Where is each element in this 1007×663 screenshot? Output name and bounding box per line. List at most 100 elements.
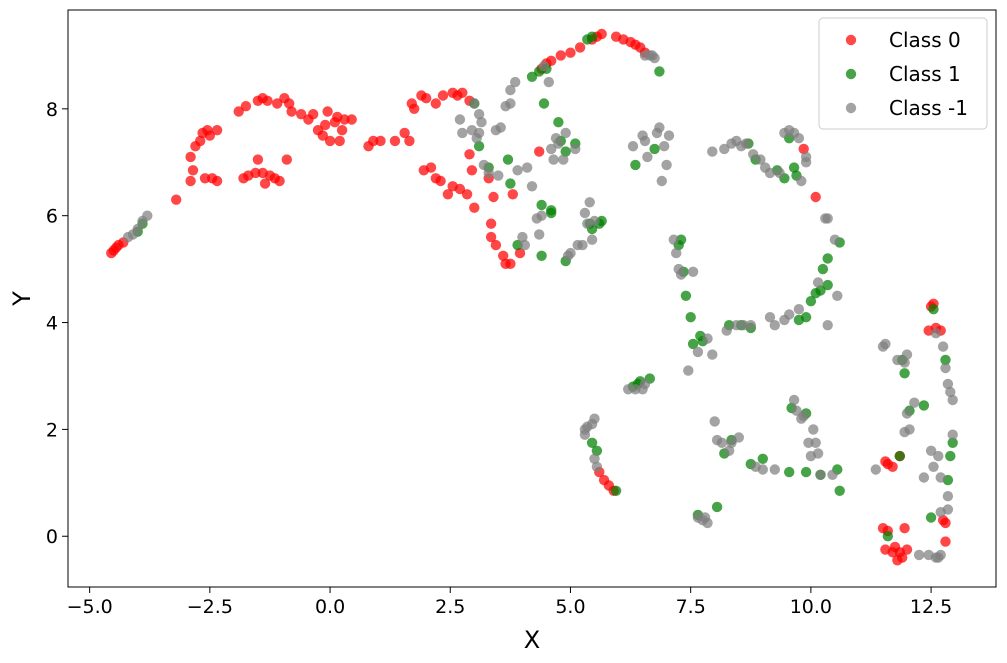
legend-label: Class 1 [889, 62, 961, 86]
scatter-point-series-2 [473, 127, 485, 139]
scatter-point-series-0 [324, 135, 336, 147]
scatter-point-series-1 [805, 296, 817, 307]
scatter-point-series-2 [812, 277, 824, 288]
scatter-point-series-0 [259, 178, 271, 189]
scatter-point-series-1 [687, 338, 699, 350]
scatter-point-series-0 [211, 125, 223, 136]
scatter-point-series-0 [430, 98, 441, 109]
scatter-point-series-2 [707, 146, 718, 157]
scatter-point-series-2 [591, 461, 603, 472]
scatter-point-series-2 [719, 143, 730, 155]
scatter-point-series-1 [899, 368, 910, 379]
scatter-point-series-2 [589, 453, 600, 464]
scatter-point-series-2 [925, 445, 937, 456]
scatter-point-series-0 [199, 173, 211, 184]
scatter-point-series-2 [928, 461, 939, 472]
scatter-point-series-2 [942, 378, 954, 390]
scatter-point-series-2 [769, 464, 780, 475]
scatter-point-series-2 [570, 143, 581, 155]
scatter-point-series-2 [755, 154, 766, 165]
scatter-point-series-1 [586, 437, 598, 448]
scatter-point-series-1 [536, 250, 547, 261]
scatter-point-series-2 [538, 60, 550, 72]
legend-label: Class 0 [889, 28, 961, 52]
plot-frame [67, 9, 997, 588]
scatter-point-series-0 [195, 135, 206, 147]
scatter-point-series-2 [769, 320, 780, 331]
scatter-point-series-2 [726, 437, 737, 448]
scatter-point-series-0 [435, 175, 446, 187]
scatter-point-series-2 [808, 424, 819, 435]
scatter-point-series-1 [473, 141, 485, 152]
scatter-point-series-2 [913, 549, 925, 561]
scatter-point-series-2 [687, 266, 699, 277]
scatter-point-series-0 [899, 523, 910, 534]
scatter-point-series-1 [757, 453, 768, 464]
scatter-point-series-2 [510, 76, 521, 88]
scatter-point-series-2 [526, 181, 538, 192]
scatter-point-series-2 [671, 247, 682, 259]
scatter-point-series-0 [346, 114, 357, 125]
scatter-point-series-2 [942, 491, 954, 502]
scatter-point-series-1 [834, 485, 845, 496]
x-tick-label: −2.5 [187, 596, 233, 618]
scatter-point-series-0 [464, 149, 475, 160]
scatter-point-series-0 [252, 154, 264, 165]
scatter-point-series-1 [822, 279, 833, 291]
scatter-point-series-2 [649, 52, 660, 64]
scatter-point-series-1 [591, 445, 603, 456]
scatter-point-series-0 [375, 135, 386, 147]
scatter-point-series-0 [409, 103, 420, 115]
scatter-point-series-0 [281, 154, 292, 165]
scatter-point-series-0 [308, 109, 319, 120]
scatter-point-series-2 [553, 138, 564, 149]
scatter-point-series-2 [623, 384, 634, 395]
scatter-point-series-1 [680, 290, 692, 301]
scatter-point-series-1 [512, 239, 523, 251]
scatter-point-series-2 [558, 154, 569, 165]
scatter-point-series-2 [745, 320, 756, 331]
scatter-point-series-0 [250, 167, 261, 179]
scatter-point-series-1 [788, 162, 800, 173]
scatter-point-series-1 [945, 450, 956, 462]
scatter-point-series-0 [334, 135, 345, 147]
scatter-point-series-1 [505, 178, 516, 189]
scatter-point-series-0 [437, 90, 449, 101]
scatter-point-series-0 [485, 218, 497, 229]
scatter-point-series-0 [284, 98, 295, 109]
scatter-point-series-2 [692, 346, 704, 358]
scatter-point-series-2 [505, 98, 516, 109]
scatter-point-series-2 [536, 210, 547, 221]
scatter-point-series-0 [454, 183, 466, 195]
scatter-point-series-1 [538, 98, 550, 109]
scatter-point-series-1 [649, 143, 660, 155]
scatter-point-series-2 [505, 84, 516, 96]
scatter-point-series-2 [132, 223, 143, 235]
scatter-point-series-0 [574, 42, 586, 53]
scatter-point-series-2 [589, 413, 600, 424]
scatter-point-series-1 [800, 312, 812, 323]
scatter-point-series-0 [272, 98, 283, 109]
scatter-point-series-0 [514, 247, 526, 259]
scatter-point-series-1 [784, 466, 795, 478]
scatter-point-series-2 [473, 109, 485, 120]
scatter-point-series-1 [560, 146, 571, 157]
scatter-point-series-0 [897, 552, 908, 563]
scatter-point-series-2 [519, 239, 530, 251]
scatter-point-series-0 [171, 194, 182, 205]
scatter-point-series-2 [543, 76, 554, 88]
scatter-point-series-2 [788, 394, 800, 406]
scatter-point-series-1 [610, 485, 622, 496]
scatter-point-series-2 [947, 429, 958, 440]
scatter-point-series-0 [901, 544, 913, 555]
scatter-point-series-0 [262, 95, 273, 107]
scatter-point-series-2 [832, 290, 843, 301]
scatter-point-series-2 [793, 133, 805, 144]
scatter-point-series-0 [887, 461, 898, 472]
scatter-point-series-1 [928, 304, 939, 315]
scatter-point-series-2 [945, 386, 956, 398]
scatter-point-series-1 [817, 263, 829, 275]
scatter-point-series-2 [457, 127, 468, 139]
scatter-point-series-2 [731, 320, 742, 331]
legend-marker [845, 68, 857, 80]
